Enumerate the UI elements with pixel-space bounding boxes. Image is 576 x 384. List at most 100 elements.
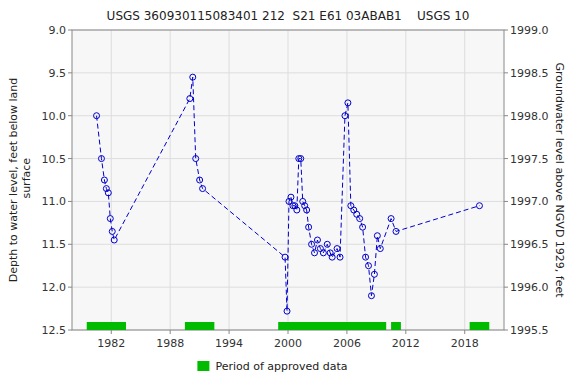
y-tick-label: 10.5 <box>42 153 67 166</box>
data-point <box>111 237 117 243</box>
y2-tick <box>504 30 508 31</box>
y-grid-line <box>72 115 504 116</box>
title: USGS 360930115083401 212 S21 E61 03ABAB1… <box>107 9 470 23</box>
y-tick <box>68 244 72 245</box>
data-point <box>193 156 199 162</box>
y2-tick <box>504 330 508 331</box>
y2-tick-label: 1996.0 <box>510 281 549 294</box>
data-point <box>371 271 377 277</box>
data-point <box>366 263 372 269</box>
data-point <box>329 254 335 260</box>
approved-period-bar <box>391 322 401 330</box>
data-point <box>354 211 360 217</box>
y2-tick <box>504 115 508 116</box>
x-tick <box>229 330 230 334</box>
data-point <box>187 96 193 102</box>
data-point <box>360 224 366 230</box>
data-point <box>334 246 340 252</box>
data-point <box>368 293 374 299</box>
data-point <box>324 241 330 247</box>
y-tick <box>68 201 72 202</box>
y2-tick-label: 1996.5 <box>510 238 549 251</box>
data-point <box>98 156 104 162</box>
x-grid-line <box>405 30 406 330</box>
x-tick-label: 1982 <box>97 337 125 350</box>
x-tick <box>111 330 112 334</box>
legend-label: Period of approved data <box>215 360 347 373</box>
y-tick-label: 10.0 <box>42 110 67 123</box>
y-tick <box>68 287 72 288</box>
x-tick <box>464 330 465 334</box>
approved-period-bar <box>470 322 490 330</box>
y2-tick-label: 1995.5 <box>510 324 549 337</box>
data-point <box>317 246 323 252</box>
y-grid-line <box>72 201 504 202</box>
y-tick-label: 12.5 <box>42 324 67 337</box>
data-point <box>388 216 394 222</box>
data-point <box>337 254 343 260</box>
y2-tick <box>504 244 508 245</box>
data-point <box>309 241 315 247</box>
x-tick <box>170 330 171 334</box>
chart: 19821988199420002006201220189.09.510.010… <box>0 0 576 384</box>
data-point <box>312 250 318 256</box>
y-tick-label: 9.0 <box>49 24 67 37</box>
y-axis-label-line: surface <box>20 158 33 202</box>
data-point <box>288 194 294 200</box>
y2-axis-label: Groundwater level above NGVD 1929, feet <box>553 62 566 298</box>
data-point <box>314 237 320 243</box>
y2-tick-label: 1998.5 <box>510 67 549 80</box>
legend-swatch <box>197 361 209 371</box>
data-point <box>345 100 351 106</box>
data-point <box>94 113 100 119</box>
data-point <box>284 308 290 314</box>
y-grid-line <box>72 72 504 73</box>
data-point <box>109 228 115 234</box>
data-point <box>107 216 113 222</box>
x-tick-label: 2012 <box>392 337 420 350</box>
data-line <box>97 77 480 311</box>
data-point <box>357 216 363 222</box>
plot-background <box>72 30 504 330</box>
y-grid-line <box>72 287 504 288</box>
data-point <box>476 203 482 209</box>
x-tick-label: 2000 <box>274 337 302 350</box>
y2-tick <box>504 201 508 202</box>
y-tick-label: 12.0 <box>42 281 67 294</box>
data-point <box>393 228 399 234</box>
data-point <box>320 250 326 256</box>
y-tick <box>68 72 72 73</box>
data-point <box>374 233 380 239</box>
y2-tick-label: 1997.0 <box>510 195 549 208</box>
approved-period-bar <box>87 322 126 330</box>
data-point <box>306 224 312 230</box>
x-tick <box>346 330 347 334</box>
data-point <box>105 190 111 196</box>
y2-tick <box>504 287 508 288</box>
y-tick-label: 11.0 <box>42 195 67 208</box>
data <box>87 74 490 330</box>
data-point <box>200 186 206 192</box>
data-point <box>348 203 354 209</box>
data-point <box>197 177 203 183</box>
data-point <box>363 254 369 260</box>
x-grid-line <box>464 30 465 330</box>
approved-period-bar <box>278 322 386 330</box>
x-grid-line <box>346 30 347 330</box>
data-point <box>304 207 310 213</box>
y-axis-label-line: Depth to water level, feet below land <box>7 78 20 283</box>
data-point <box>294 207 300 213</box>
y-grid-line <box>72 158 504 159</box>
y-tick-label: 11.5 <box>42 238 67 251</box>
y-tick <box>68 158 72 159</box>
x-tick-label: 2018 <box>451 337 479 350</box>
x-grid-line <box>288 30 289 330</box>
x-tick <box>405 330 406 334</box>
y-tick <box>68 30 72 31</box>
data-point <box>101 177 107 183</box>
y2-tick-label: 1999.0 <box>510 24 549 37</box>
data-point <box>190 74 196 80</box>
x-tick-label: 2006 <box>333 337 361 350</box>
x-grid-line <box>229 30 230 330</box>
data-point <box>298 156 304 162</box>
